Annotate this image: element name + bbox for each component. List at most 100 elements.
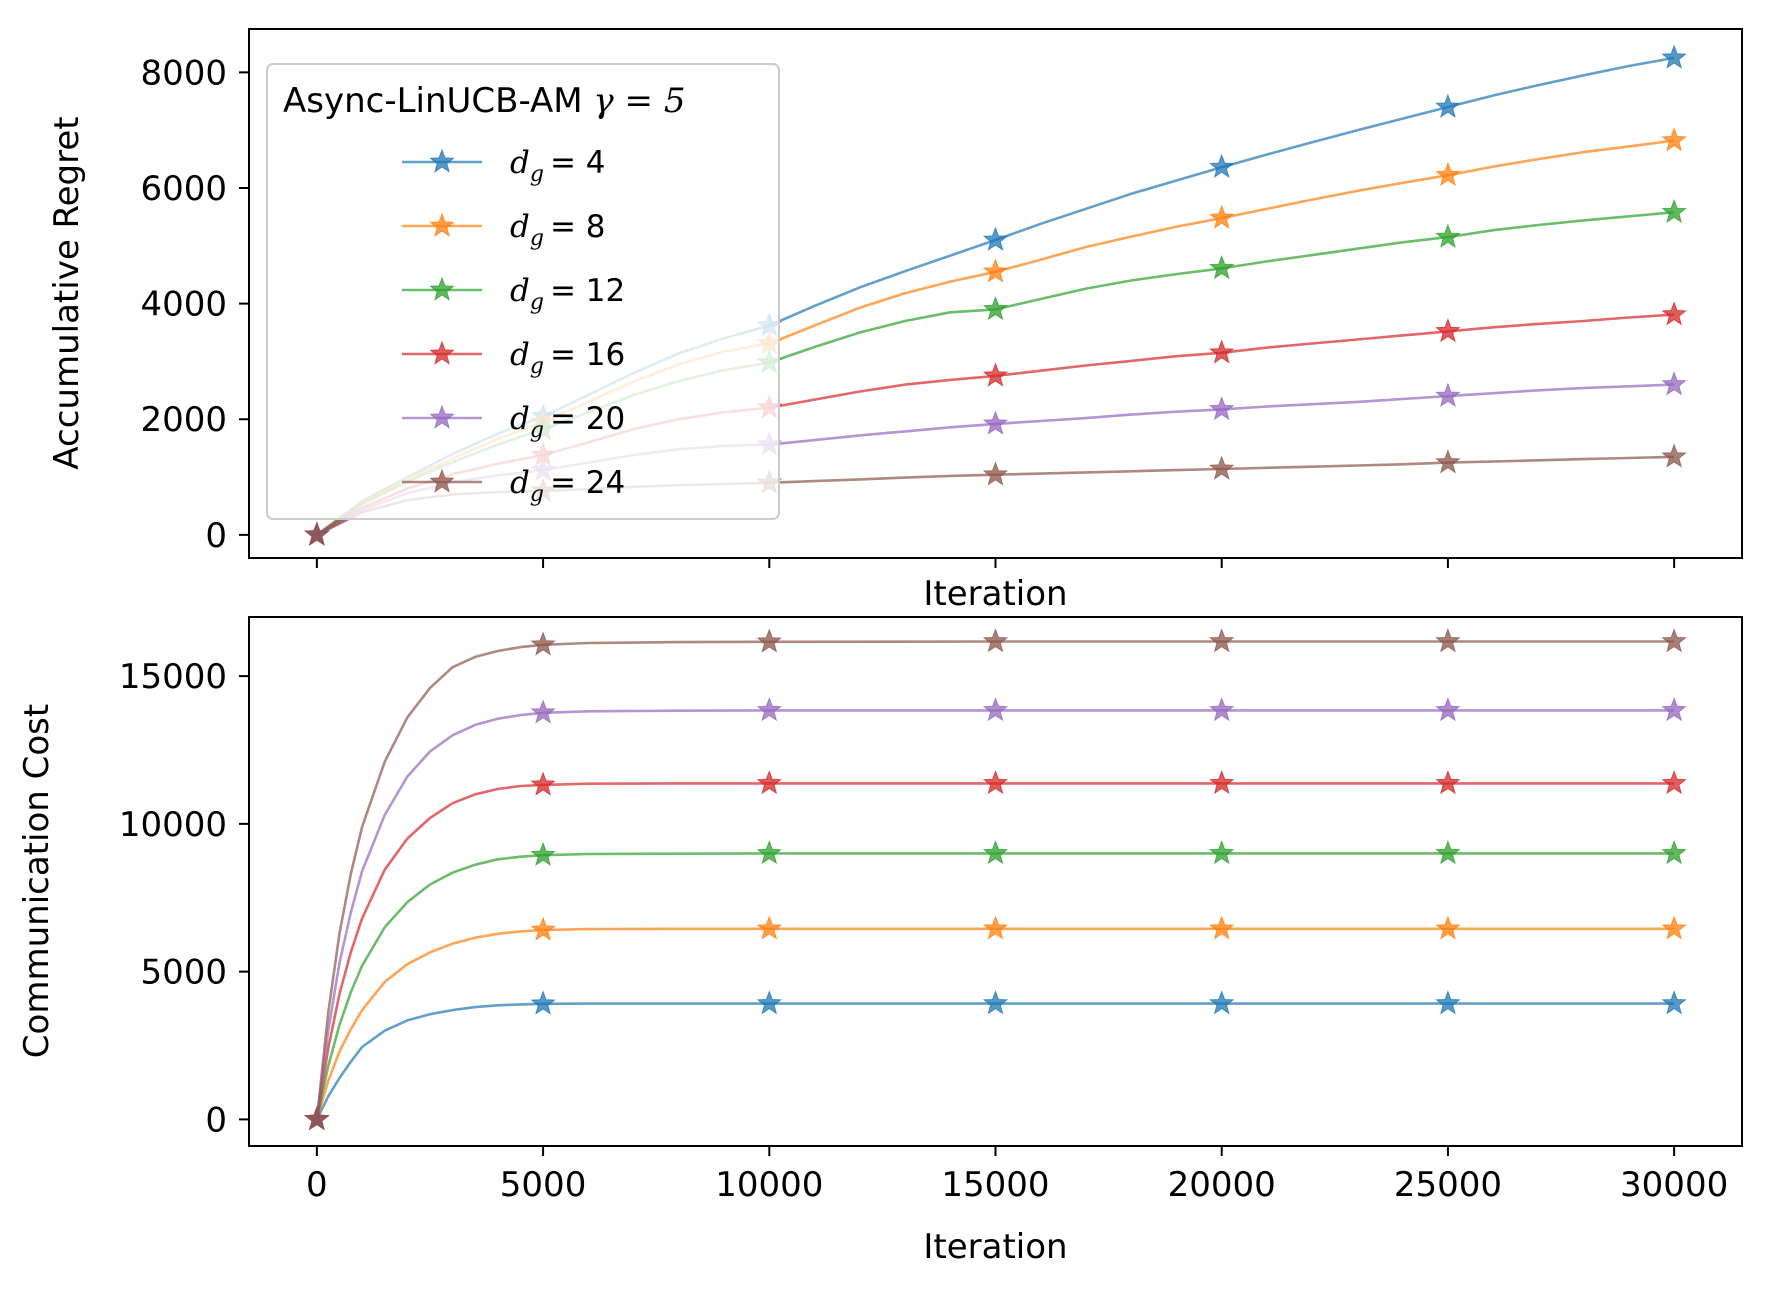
- series-marker: [1661, 990, 1687, 1015]
- series-marker: [1661, 696, 1687, 722]
- x-tick-label: 5000: [500, 1165, 587, 1205]
- y-tick-label: 0: [205, 516, 227, 556]
- series-marker: [1661, 443, 1687, 468]
- legend-title: Async-LinUCB-AM γ = 5: [283, 81, 685, 121]
- legend-entry: dg = 4: [402, 145, 606, 187]
- legend-swatch-marker: [429, 340, 455, 365]
- legend-swatch-marker: [429, 276, 455, 301]
- series-marker: [1208, 395, 1235, 421]
- series-marker: [1661, 198, 1687, 224]
- series-marker: [530, 841, 556, 867]
- series-marker: [1208, 696, 1235, 722]
- series-marker: [982, 295, 1009, 321]
- legend-label: dg = 24: [510, 465, 625, 507]
- legend-swatch-marker: [429, 212, 455, 237]
- series-marker: [756, 839, 783, 865]
- y-axis-label: Communication Cost: [17, 704, 57, 1058]
- series-marker: [1208, 254, 1235, 280]
- series-marker: [1661, 127, 1687, 152]
- y-tick-label: 8000: [140, 53, 227, 93]
- series-marker: [1661, 915, 1687, 940]
- series-marker: [1435, 161, 1461, 187]
- series-marker: [1661, 839, 1687, 865]
- series-3: [304, 769, 1687, 1131]
- series-marker: [1208, 628, 1235, 653]
- series-marker: [304, 521, 330, 546]
- series-marker: [982, 839, 1009, 865]
- series-marker: [982, 915, 1009, 940]
- series-marker: [756, 628, 783, 653]
- series-marker: [756, 696, 783, 722]
- series-marker: [982, 226, 1009, 251]
- legend: Async-LinUCB-AM γ = 5 dg = 4 dg = 8 dg = 12 dg =…: [266, 63, 780, 520]
- series-marker: [1208, 915, 1235, 940]
- series-marker: [1435, 915, 1461, 940]
- series-marker: [530, 631, 556, 656]
- series-marker: [756, 915, 783, 940]
- series-marker: [756, 769, 783, 795]
- series-line: [315, 640, 1675, 1120]
- series-marker: [982, 362, 1009, 387]
- y-tick-label: 15000: [119, 657, 227, 697]
- series-marker: [1435, 449, 1461, 474]
- series-marker: [530, 990, 556, 1015]
- legend-swatch-marker: [429, 468, 455, 493]
- series-marker: [1435, 317, 1461, 343]
- series-marker: [982, 410, 1009, 435]
- legend-entry: dg = 12: [402, 273, 625, 315]
- series-marker: [1208, 769, 1235, 795]
- series-marker: [982, 461, 1009, 486]
- series-marker: [1208, 990, 1235, 1015]
- legend-label: dg = 8: [510, 209, 606, 251]
- series-line: [315, 782, 1675, 1120]
- series-marker: [1435, 769, 1461, 795]
- y-tick-label: 6000: [140, 169, 227, 209]
- series-marker: [1435, 382, 1461, 407]
- series-marker: [530, 771, 556, 796]
- x-tick-label: 20000: [1168, 1165, 1276, 1205]
- series-marker: [1435, 839, 1461, 865]
- x-tick-label: 30000: [1620, 1165, 1728, 1205]
- series-marker: [530, 916, 556, 941]
- series-marker: [1661, 44, 1687, 69]
- y-axis-label: Accumulative Regret: [47, 116, 87, 469]
- legend-swatch-marker: [429, 404, 455, 429]
- series-marker: [1208, 204, 1235, 229]
- y-tick-label: 5000: [140, 953, 227, 993]
- series-marker: [982, 258, 1009, 283]
- legend-entry: dg = 8: [402, 209, 606, 251]
- x-tick-label: 25000: [1394, 1165, 1502, 1205]
- x-axis-label: Iteration: [923, 574, 1067, 614]
- series-2: [304, 839, 1687, 1131]
- legend-box: [266, 63, 780, 520]
- series-marker: [1435, 628, 1461, 653]
- legend-entry: dg = 24: [402, 465, 625, 507]
- communication-chart: 0 5000 10000 15000 20000 25000 30000 0 5000 10000…: [17, 616, 1743, 1267]
- series-marker: [1208, 839, 1235, 865]
- x-tick-label: 15000: [941, 1165, 1049, 1205]
- regret-chart: 0 2000 4000 6000 8000 Iteration Accumulative R…: [47, 28, 1743, 614]
- series-marker: [756, 990, 783, 1015]
- series-marker: [1661, 371, 1687, 396]
- y-tick-label: 4000: [140, 285, 227, 325]
- y-tick-label: 0: [205, 1100, 227, 1140]
- series-marker: [1435, 223, 1461, 248]
- series-marker: [1435, 93, 1461, 118]
- series-line: [315, 927, 1675, 1120]
- y-tick-label: 10000: [119, 805, 227, 845]
- series-marker: [982, 990, 1009, 1015]
- series-marker: [1208, 153, 1235, 179]
- legend-label: dg = 20: [510, 401, 625, 443]
- x-axis-label: Iteration: [923, 1227, 1067, 1267]
- series-marker: [1661, 628, 1687, 653]
- series-marker: [1435, 990, 1461, 1015]
- series-line: [315, 709, 1675, 1120]
- series-line: [315, 1002, 1675, 1120]
- series-line: [315, 852, 1675, 1120]
- y-tick-label: 2000: [140, 400, 227, 440]
- series-marker: [982, 769, 1009, 795]
- series-marker: [1208, 455, 1235, 480]
- legend-entry: dg = 16: [402, 337, 625, 379]
- legend-label: dg = 16: [510, 337, 625, 379]
